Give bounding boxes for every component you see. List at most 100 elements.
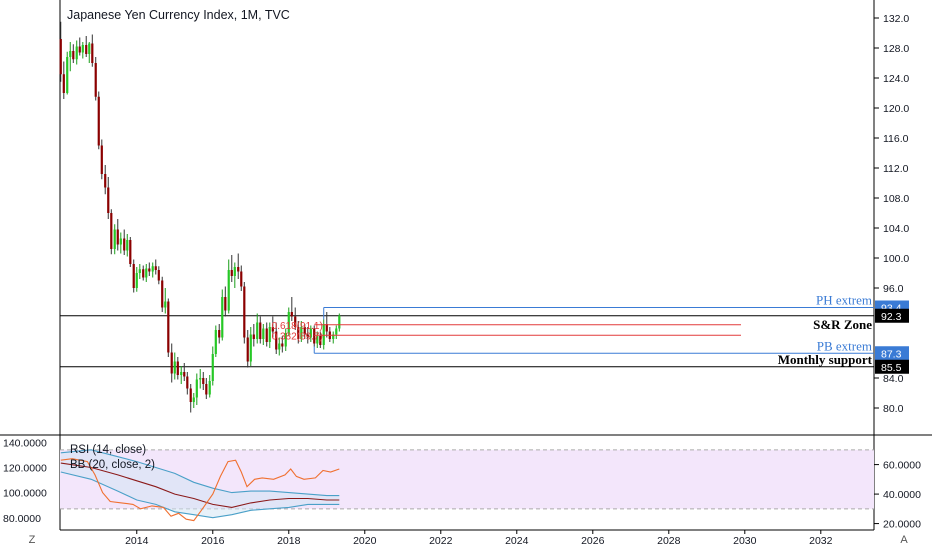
candle-body — [221, 297, 224, 338]
price-tick-label: 96.0 — [883, 283, 904, 295]
indicator-right-tick: 40.0000 — [883, 489, 921, 501]
price-labels: 93.492.387.385.5 — [875, 300, 909, 374]
candle-body — [186, 376, 189, 389]
candle-body — [316, 336, 319, 344]
legend-bb: BB (20, close, 2) — [70, 459, 155, 471]
candle-body — [142, 269, 145, 278]
candle-body — [78, 46, 81, 53]
candle-body — [94, 63, 97, 97]
candle-body — [81, 45, 84, 53]
candle-body — [246, 337, 249, 362]
candle-body — [211, 354, 214, 381]
candle-body — [100, 145, 103, 174]
candle-body — [240, 271, 243, 287]
fib-label: 0.618(91.1) — [272, 321, 323, 332]
candle-body — [75, 46, 78, 60]
indicator-left-tick: 80.0000 — [3, 513, 41, 525]
time-tick-label: 2016 — [201, 535, 225, 547]
candle-body — [243, 286, 246, 338]
candle-body — [199, 378, 202, 380]
price-tick-label: 108.0 — [883, 193, 909, 205]
price-tick-label: 80.0 — [883, 403, 904, 415]
time-tick-label: 2032 — [809, 535, 833, 547]
candle-body — [230, 270, 233, 276]
candle-body — [306, 334, 309, 338]
price-label-box — [875, 359, 909, 374]
indicator-left-tick: 140.0000 — [3, 437, 47, 449]
time-tick-label: 2020 — [353, 535, 377, 547]
time-tick-label: 2030 — [733, 535, 757, 547]
chart-title: Japanese Yen Currency Index, 1M, TVC — [67, 8, 290, 22]
candle-body — [69, 51, 72, 57]
indicator-right-axis: 60.0000 40.0000 20.0000 — [874, 460, 921, 531]
zoom-z-button[interactable]: Z — [29, 534, 36, 546]
candle-body — [284, 333, 287, 347]
candle-body — [145, 268, 148, 278]
candle-body — [170, 352, 173, 374]
price-tick-label: 124.0 — [883, 73, 909, 85]
candle-body — [116, 229, 119, 245]
candle-body — [173, 361, 176, 374]
price-tick-label: 112.0 — [883, 163, 909, 175]
candle-body — [151, 266, 154, 272]
auto-scale-button[interactable]: A — [900, 534, 908, 546]
candle-body — [227, 270, 230, 311]
candle-body — [59, 39, 62, 75]
candles — [59, 21, 341, 413]
time-tick-label: 2022 — [429, 535, 453, 547]
indicator-left-tick: 120.0000 — [3, 462, 47, 474]
candle-body — [132, 264, 135, 288]
candle-body — [265, 328, 268, 342]
candle-body — [119, 238, 122, 245]
annotation: PB extrem — [817, 338, 872, 353]
candle-body — [104, 174, 107, 188]
candle-body — [325, 324, 328, 332]
candle-body — [332, 334, 335, 339]
price-tick-label: 120.0 — [883, 103, 909, 115]
candle-body — [268, 327, 271, 342]
price-label-box — [875, 346, 909, 361]
annotation: S&R Zone — [813, 317, 872, 332]
price-tick-label: 116.0 — [883, 133, 909, 145]
fib-label: 0.382(89.7) — [272, 331, 323, 342]
price-label-box — [875, 308, 909, 323]
candle-body — [287, 312, 290, 333]
candle-body — [303, 327, 306, 335]
candle-body — [164, 301, 167, 308]
candle-body — [208, 381, 211, 395]
candle-body — [97, 96, 100, 146]
candle-body — [195, 379, 198, 398]
price-label-text: 92.3 — [881, 311, 902, 323]
candle-body — [135, 273, 138, 288]
time-tick-label: 2014 — [125, 535, 149, 547]
candle-body — [110, 213, 113, 249]
indicator-left-tick: 100.0000 — [3, 488, 47, 500]
candle-body — [88, 43, 91, 54]
candle-body — [157, 270, 160, 281]
time-tick-label: 2028 — [657, 535, 681, 547]
candle-body — [62, 74, 65, 93]
candle-body — [205, 384, 208, 395]
bb-mid-line — [60, 462, 340, 508]
candle-body — [154, 266, 157, 270]
candle-body — [237, 267, 240, 272]
candle-body — [91, 43, 94, 63]
candle-body — [281, 343, 284, 347]
horizontal-levels — [60, 307, 874, 368]
candle-body — [72, 51, 75, 60]
price-tick-label: 128.0 — [883, 43, 909, 55]
candle-body — [214, 330, 217, 354]
price-label-text: 85.5 — [881, 362, 902, 374]
candle-body — [224, 297, 227, 311]
indicator-right-tick: 60.0000 — [883, 460, 921, 472]
candle-body — [252, 334, 255, 339]
candle-body — [233, 267, 236, 276]
candle-body — [167, 301, 170, 353]
candle-body — [271, 327, 274, 332]
indicator-right-tick: 20.0000 — [883, 519, 921, 531]
price-tick-label: 84.0 — [883, 373, 904, 385]
indicator-lines — [60, 449, 340, 522]
candle-body — [319, 336, 322, 345]
candle-body — [180, 372, 183, 375]
candle-body — [123, 238, 126, 251]
